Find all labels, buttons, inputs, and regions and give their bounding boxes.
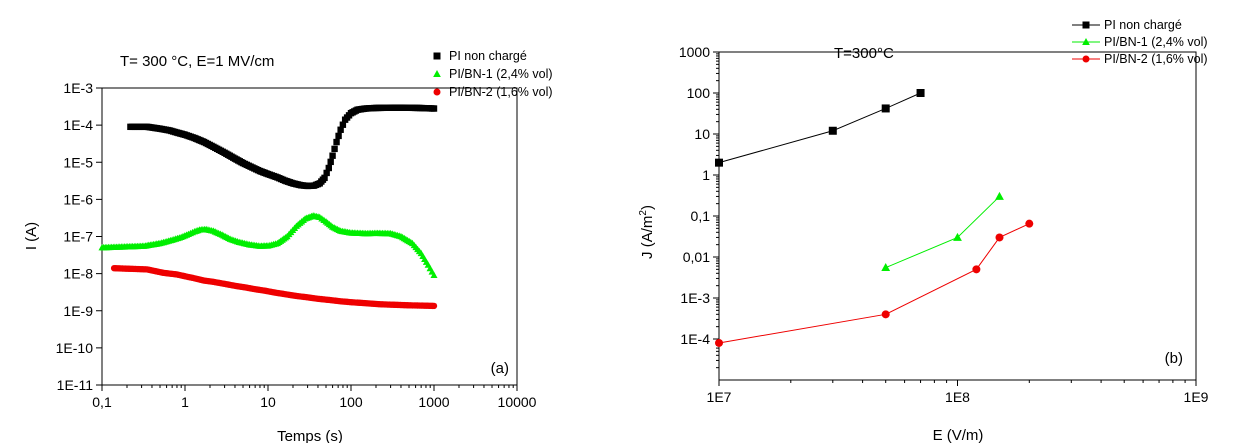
panel-b-data-point — [953, 232, 962, 241]
panel-a-data-point — [430, 302, 438, 310]
panel-a-y-tick-label: 1E-10 — [56, 340, 94, 356]
panel-b-series-line — [885, 196, 1000, 269]
panel-b-data-point — [1025, 219, 1034, 228]
panel-b-x-tick-label: 1E7 — [707, 389, 732, 405]
panel-b-data-point — [881, 104, 890, 113]
panel-a-ticks: 0,1 1 10 100 1000 10000 1E-11 1E-10 1E-9 1E-8 1E-7… — [56, 80, 537, 410]
panel-a-y-tick-label: 1E-6 — [63, 191, 93, 207]
panel-a-legend: PI non chargé PI/BN-1 (2,4% vol) PI/BN-2 (… — [433, 49, 553, 99]
panel-b-y-tick-label: 1000 — [679, 44, 710, 60]
panel-a-legend-marker — [433, 52, 441, 60]
panel-b-tag: (b) — [1165, 350, 1183, 367]
panel-a-data-point — [335, 132, 342, 140]
panel-a-data-point — [323, 169, 330, 177]
panel-a-data-point — [331, 145, 338, 153]
panel-b-legend: PI non chargé PI/BN-1 (2,4% vol) PI/BN-2 (… — [1072, 18, 1208, 66]
panel-a-x-tick-label: 10000 — [498, 394, 537, 410]
panel-a-data-point — [339, 121, 347, 128]
panel-a-data-point — [337, 126, 344, 133]
panel-b-data-point — [995, 191, 1004, 200]
panel-a-y-axis-label: I (A) — [23, 222, 40, 250]
panel-b-y-tick-label: 1E-3 — [680, 290, 710, 306]
panel-b-series-line — [718, 223, 1030, 344]
panel-b-y-tick-label: 100 — [687, 85, 711, 101]
panel-a-x-tick-label: 1 — [181, 394, 189, 410]
panel-a-data-point — [325, 164, 332, 172]
panel-b-data-point — [715, 338, 723, 347]
panel-a-x-tick-label: 1000 — [418, 394, 449, 410]
panel-b-x-tick-label: 1E9 — [1184, 389, 1209, 405]
panel-a-y-tick-label: 1E-3 — [63, 80, 93, 96]
panel-a-legend-label: PI non chargé — [449, 49, 527, 63]
panel-b-series-line — [718, 92, 921, 164]
panel-a-y-tick-label: 1E-8 — [63, 266, 93, 282]
panel-b-y-axis-label: J (A/m2) — [638, 205, 656, 259]
panel-a-x-tick-label: 10 — [260, 394, 276, 410]
panel-b-legend-label: PI/BN-1 (2,4% vol) — [1104, 35, 1208, 49]
panel-a-title: T= 300 °C, E=1 MV/cm — [120, 53, 274, 70]
panel-b-ticks: 1E7 1E8 1E9 1E-4 1E-3 0,01 0,1 1 10 100 1000 — [679, 44, 1209, 405]
panel-a-legend-label: PI/BN-1 (2,4% vol) — [449, 67, 553, 81]
panel-b-legend-marker — [1082, 55, 1090, 63]
panel-b-data-point — [916, 89, 925, 97]
panel-a-data-point — [333, 138, 340, 146]
panel-b-current-density-vs-field: 1E7 1E8 1E9 1E-4 1E-3 0,01 0,1 1 10 100 1000 T=300… — [638, 18, 1209, 443]
panel-b-data-point — [972, 265, 981, 274]
panel-a-data-point — [430, 271, 438, 279]
panel-a-legend-marker — [433, 69, 441, 77]
panel-b-y-tick-label: 1 — [702, 167, 710, 183]
panel-a-x-tick-label: 0,1 — [92, 394, 112, 410]
panel-b-legend-marker — [1082, 21, 1090, 29]
panel-a-data-point — [327, 158, 334, 166]
panel-b-data-point — [828, 126, 837, 135]
panel-a-y-tick-label: 1E-4 — [63, 117, 93, 133]
panel-b-data-point — [715, 158, 723, 167]
panel-a-x-axis-label: Temps (s) — [277, 428, 343, 443]
panel-a-y-tick-label: 1E-11 — [57, 377, 94, 393]
panel-b-y-tick-label: 0,01 — [683, 249, 710, 265]
panel-b-y-tick-label: 0,1 — [691, 208, 711, 224]
panel-b-data-point — [881, 263, 891, 272]
panel-b-legend-label: PI non chargé — [1104, 18, 1182, 32]
panel-a-current-vs-time: 0,1 1 10 100 1000 10000 1E-11 1E-10 1E-9 1E-8 1E-7… — [23, 49, 553, 443]
panel-a-y-tick-label: 1E-7 — [63, 229, 93, 245]
panel-a-legend-label: PI/BN-2 (1,6% vol) — [449, 85, 553, 99]
panel-b-y-tick-label: 1E-4 — [680, 331, 710, 347]
panel-a-data-marks — [98, 104, 438, 310]
panel-a-data-point — [321, 174, 328, 182]
panel-b-legend-label: PI/BN-2 (1,6% vol) — [1104, 52, 1208, 66]
panel-a-data-point — [430, 105, 438, 112]
panel-b-y-label-main: J (A/m — [639, 216, 656, 259]
panel-b-x-axis-label: E (V/m) — [933, 427, 984, 443]
panel-b-title: T=300°C — [834, 45, 894, 62]
panel-a-data-point — [329, 152, 336, 159]
panel-a-legend-marker — [433, 88, 441, 96]
panel-b-legend-marker — [1082, 37, 1090, 45]
panel-b-y-label-superscript: 2 — [638, 210, 649, 216]
panel-a-y-tick-label: 1E-9 — [63, 303, 93, 319]
panel-b-data-point — [881, 310, 890, 319]
panel-a-tag: (a) — [491, 360, 509, 377]
panel-b-x-tick-label: 1E8 — [945, 389, 970, 405]
panel-b-data-marks — [715, 89, 1034, 347]
panel-b-data-point — [995, 233, 1004, 242]
panel-b-y-label-close: ) — [639, 205, 656, 210]
panel-a-x-tick-label: 100 — [339, 394, 363, 410]
panel-a-y-tick-label: 1E-5 — [63, 154, 93, 170]
panel-b-y-tick-label: 10 — [694, 126, 710, 142]
